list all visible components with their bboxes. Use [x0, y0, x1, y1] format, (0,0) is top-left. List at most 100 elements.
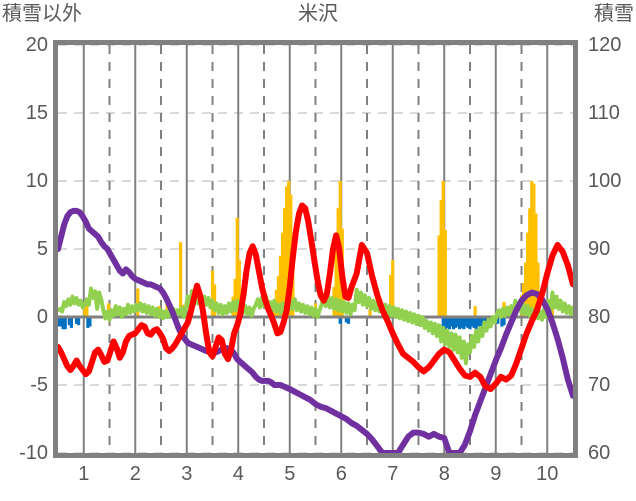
orange-bar [280, 232, 285, 317]
blue-bar [456, 317, 460, 327]
orange-bar [237, 259, 241, 317]
orange-bar [441, 181, 445, 317]
blue-bar [496, 317, 500, 324]
orange-bar [165, 297, 169, 317]
orange-bar [550, 308, 554, 317]
blue-bar [502, 317, 506, 326]
blue-bar [63, 317, 67, 330]
chart-title: 米沢 [298, 3, 338, 25]
right-axis-tick-label: 70 [588, 374, 611, 396]
x-axis-tick-label: 1 [78, 463, 90, 485]
blue-bar [346, 317, 351, 324]
orange-bar [391, 259, 395, 317]
right-axis-tick-label: 80 [588, 306, 611, 328]
orange-bar [524, 262, 528, 317]
orange-bar [276, 276, 281, 317]
blue-bar [468, 317, 472, 330]
blue-bar [480, 317, 484, 326]
orange-bar [85, 304, 89, 317]
blue-bar [500, 317, 504, 327]
blue-bar [466, 317, 470, 328]
x-axis-tick-label: 9 [490, 463, 502, 485]
orange-bar [287, 181, 291, 317]
x-axis-tick-label: 4 [232, 463, 244, 485]
blue-bar [478, 317, 482, 328]
orange-bar [210, 270, 215, 317]
orange-bar [534, 213, 538, 317]
chart-svg [58, 45, 573, 453]
orange-bar [285, 186, 289, 317]
left-axis-tick-label: 0 [36, 306, 48, 328]
orange-bar [532, 183, 536, 317]
plot-area [53, 40, 578, 458]
right-axis-tick-label: 110 [588, 102, 620, 124]
right-axis-tick-label: 90 [588, 238, 611, 260]
plot-canvas [58, 45, 573, 453]
blue-bar [59, 317, 63, 327]
orange-bar [233, 278, 237, 317]
orange-bar [178, 242, 183, 317]
orange-bar [136, 288, 140, 317]
plot-frame [53, 40, 578, 458]
blue-bar [464, 317, 468, 327]
x-axis-tick-label: 2 [129, 463, 141, 485]
left-axis-tick-label: -10 [19, 442, 48, 464]
x-axis-tick-label: 3 [181, 463, 193, 485]
right-axis-tick-label: 100 [588, 170, 622, 192]
orange-bar [528, 208, 532, 317]
orange-bar [439, 200, 443, 317]
blue-bar [453, 317, 458, 328]
left-axis-tick-label: -5 [30, 374, 48, 396]
blue-bar [460, 317, 464, 328]
orange-bar [278, 255, 283, 317]
x-axis-tick-label: 5 [284, 463, 296, 485]
blue-bar [470, 317, 474, 327]
blue-bar [344, 317, 348, 323]
green-series-line [58, 286, 573, 366]
blue-bar [462, 317, 466, 330]
blue-bar [443, 317, 447, 330]
orange-bar [530, 181, 534, 317]
blue-bar [69, 317, 73, 328]
blue-bar [86, 317, 90, 328]
left-axis-tick-label: 5 [36, 238, 48, 260]
blue-bar [74, 317, 79, 324]
right-axis-title: 積雪 [594, 3, 634, 25]
orange-bar [83, 308, 87, 317]
left-axis-tick-label: 10 [25, 170, 48, 192]
right-axis-tick-label: 120 [588, 34, 622, 56]
x-axis-tick-label: 10 [536, 463, 559, 485]
blue-bar [88, 317, 92, 327]
orange-bar [334, 249, 338, 317]
blue-bar [67, 317, 71, 326]
orange-bar [536, 262, 540, 317]
orange-bar [526, 232, 530, 317]
blue-bar [441, 317, 445, 327]
blue-bar [445, 317, 449, 328]
orange-bar [368, 308, 372, 317]
x-axis-tick-label: 8 [438, 463, 450, 485]
blue-bar [61, 317, 65, 330]
blue-bar [472, 317, 476, 328]
left-axis-title: 積雪以外 [2, 3, 82, 25]
x-axis-tick-label: 6 [335, 463, 347, 485]
left-axis-tick-label: 15 [25, 102, 48, 124]
blue-bar [338, 317, 342, 324]
blue-bar [476, 317, 480, 327]
red-series-line [58, 202, 573, 393]
orange-bar [443, 229, 447, 317]
orange-bar [389, 274, 393, 317]
purple-series-line [58, 207, 573, 453]
orange-bar [283, 208, 287, 317]
blue-bar [449, 317, 454, 327]
blue-bar [77, 317, 81, 326]
orange-bar [437, 235, 441, 317]
blue-bar [447, 317, 451, 330]
x-axis-tick-label: 7 [387, 463, 399, 485]
blue-bar [58, 317, 61, 327]
orange-bar [212, 284, 217, 317]
orange-bar [473, 306, 477, 317]
blue-bar [451, 317, 456, 330]
left-axis-tick-label: 20 [25, 34, 48, 56]
